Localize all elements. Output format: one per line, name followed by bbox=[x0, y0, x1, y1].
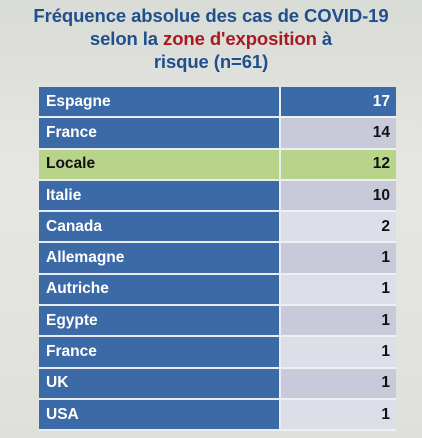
count-cell: 10 bbox=[281, 180, 396, 213]
title-line-3: risque (n=61) bbox=[153, 51, 269, 72]
title-line-2: selon la zone d'exposition à bbox=[0, 27, 422, 50]
country-cell: Espagne bbox=[39, 87, 281, 119]
count-cell: 12 bbox=[281, 149, 396, 181]
title-line-1: Fréquence absolue des cas de COVID-19 bbox=[33, 5, 389, 26]
count-cell: 1 bbox=[281, 306, 396, 338]
table-row: USA 1 bbox=[39, 399, 396, 432]
exposure-table: Espagne 17 France 14 Locale 12 Italie 10… bbox=[39, 87, 396, 432]
slide-title: Fréquence absolue des cas de COVID-19 se… bbox=[0, 4, 422, 73]
country-cell: France bbox=[39, 337, 281, 369]
count-cell: 17 bbox=[281, 87, 396, 119]
country-cell: Egypte bbox=[39, 306, 281, 338]
count-cell: 1 bbox=[281, 368, 396, 400]
table-row: Italie 10 bbox=[39, 180, 396, 213]
country-cell: USA bbox=[39, 399, 281, 432]
table-row: Allemagne 1 bbox=[39, 243, 396, 275]
table-row: UK 1 bbox=[39, 368, 396, 400]
count-cell: 1 bbox=[281, 274, 396, 307]
count-cell: 1 bbox=[281, 399, 396, 432]
table-row: France 14 bbox=[39, 118, 396, 150]
title-highlight: zone d'exposition bbox=[163, 28, 317, 49]
count-cell: 14 bbox=[281, 118, 396, 150]
count-cell: 1 bbox=[281, 337, 396, 369]
count-cell: 2 bbox=[281, 212, 396, 244]
title-line-2-start: selon la bbox=[89, 28, 164, 49]
country-cell: Locale bbox=[39, 149, 281, 181]
country-cell: UK bbox=[39, 368, 281, 400]
country-cell: Allemagne bbox=[39, 243, 281, 275]
table-row: France 1 bbox=[39, 337, 396, 369]
country-cell: Autriche bbox=[39, 274, 281, 307]
country-cell: Canada bbox=[39, 212, 281, 244]
table-row-highlighted: Locale 12 bbox=[39, 149, 396, 181]
table-row: Egypte 1 bbox=[39, 306, 396, 338]
country-cell: France bbox=[39, 118, 281, 150]
count-cell: 1 bbox=[281, 243, 396, 275]
table-row: Canada 2 bbox=[39, 212, 396, 244]
title-line-2-end: à bbox=[316, 28, 333, 49]
table-row: Autriche 1 bbox=[39, 274, 396, 307]
table-row: Espagne 17 bbox=[39, 87, 396, 119]
country-cell: Italie bbox=[39, 180, 281, 213]
